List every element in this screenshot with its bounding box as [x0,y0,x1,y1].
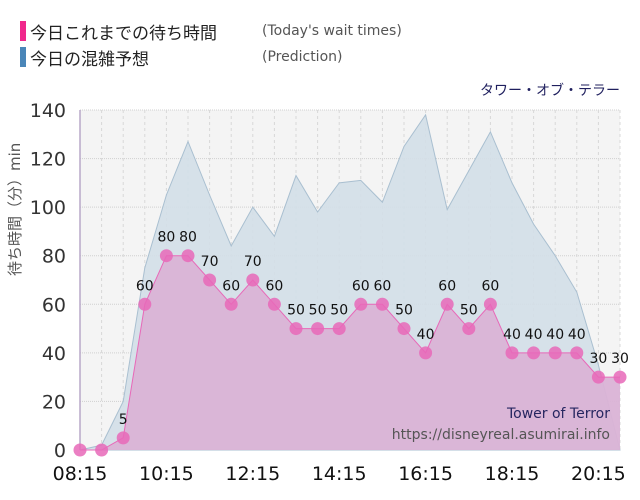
y-axis-label: 待ち時間（分）min [6,142,24,276]
data-point [181,249,195,263]
data-label: 70 [244,254,262,270]
x-tick-label: 08:15 [53,463,108,485]
data-point [483,297,497,311]
legend-sub-prediction: (Prediction) [262,49,343,65]
data-point [95,443,109,457]
ride-title: タワー・オブ・テラー [480,83,620,99]
data-point [548,346,562,360]
watermark-url: https://disneyreal.asumirai.info [391,427,610,443]
data-label: 5 [119,412,128,428]
y-tick-label: 100 [30,197,66,219]
data-point [246,273,260,287]
data-point [505,346,519,360]
data-point [397,322,411,336]
data-label: 50 [330,303,348,319]
data-label: 30 [611,351,629,367]
data-point [332,322,346,336]
data-point [570,346,584,360]
data-label: 80 [179,230,197,246]
legend-sub-today: (Today's wait times) [262,23,402,39]
data-point [591,370,605,384]
data-label: 60 [352,278,370,294]
y-tick-label: 0 [54,440,66,462]
data-point [224,297,238,311]
data-label: 60 [222,278,240,294]
data-point [311,322,325,336]
data-label: 60 [438,278,456,294]
legend-item-today: 今日これまでの待ち時間 (Today's wait times) [20,18,402,44]
data-label: 30 [589,351,607,367]
data-label: 40 [546,327,564,343]
y-tick-label: 120 [30,149,66,171]
data-label: 60 [265,278,283,294]
data-point [440,297,454,311]
x-tick-label: 12:15 [225,463,280,485]
data-point [267,297,281,311]
today-area [80,255,620,450]
y-tick-label: 40 [42,343,66,365]
data-point [462,322,476,336]
watermark-ride-name: Tower of Terror [506,406,610,422]
data-point [159,249,173,263]
data-label: 40 [568,327,586,343]
x-tick-label: 10:15 [139,463,194,485]
chart-legend: 今日これまでの待ち時間 (Today's wait times) 今日の混雑予想… [20,18,402,70]
data-point [375,297,389,311]
legend-label-prediction: 今日の混雑予想 [30,49,149,70]
data-label: 40 [417,327,435,343]
legend-swatch-today [20,21,26,41]
data-point [527,346,541,360]
y-tick-label: 140 [30,100,66,122]
data-label: 60 [373,278,391,294]
data-label: 40 [525,327,543,343]
data-label: 40 [503,327,521,343]
data-point [73,443,87,457]
x-tick-label: 18:15 [485,463,540,485]
data-label: 60 [481,278,499,294]
data-label: 50 [460,303,478,319]
y-tick-label: 60 [42,294,66,316]
data-label: 50 [309,303,327,319]
data-label: 80 [157,230,175,246]
x-tick-label: 16:15 [398,463,453,485]
x-tick-label: 20:15 [571,463,626,485]
legend-item-prediction: 今日の混雑予想 (Prediction) [20,44,402,70]
x-tick-label: 14:15 [312,463,367,485]
legend-swatch-prediction [20,47,26,67]
data-point [354,297,368,311]
y-tick-label: 20 [42,391,66,413]
data-label: 70 [201,254,219,270]
y-tick-label: 80 [42,246,66,268]
legend-label-today: 今日これまでの待ち時間 [30,23,217,44]
data-label: 60 [136,278,154,294]
data-point [289,322,303,336]
data-point [613,370,627,384]
data-point [419,346,433,360]
data-label: 50 [395,303,413,319]
data-point [138,297,152,311]
data-point [116,431,130,445]
data-point [203,273,217,287]
data-label: 50 [287,303,305,319]
